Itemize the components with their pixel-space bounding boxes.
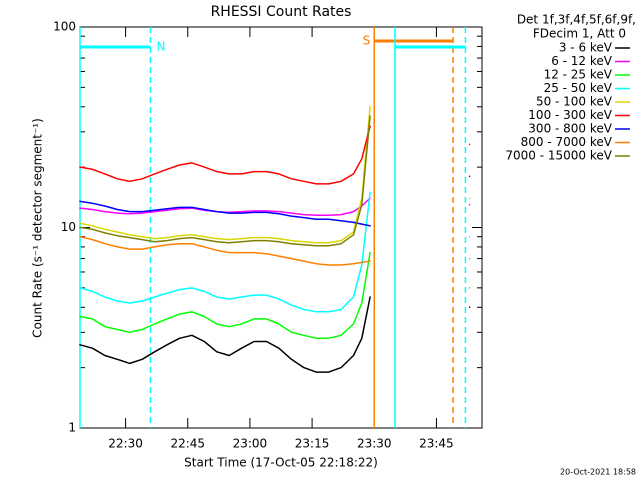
- x-tick-label: 23:00: [233, 437, 268, 451]
- legend-label: 3 - 6 keV: [559, 41, 613, 55]
- footer: 20-Oct-2021 18:58: [560, 468, 636, 477]
- series-line: [79, 106, 471, 244]
- series-line: [79, 296, 471, 373]
- x-tick-label: 22:30: [108, 437, 143, 451]
- plot-frame: [79, 26, 483, 429]
- legend-title: FDecim 1, Att 0: [533, 27, 626, 41]
- legend-label: 50 - 100 keV: [536, 95, 613, 109]
- y-tick-label: 100: [53, 20, 76, 34]
- series-line: [79, 115, 471, 247]
- y-tick-label: 1: [68, 421, 76, 435]
- marker-label: S: [363, 34, 371, 48]
- legend-title: Det 1f,3f,4f,5f,6f,9f,: [517, 13, 636, 27]
- x-tick-label: 23:30: [357, 437, 392, 451]
- legend-label: 25 - 50 keV: [544, 81, 613, 95]
- series-line: [79, 191, 471, 313]
- marker-label: N: [156, 40, 165, 54]
- chart-title: RHESSI Count Rates: [211, 4, 352, 20]
- series-line: [79, 125, 471, 185]
- legend-label: 7000 - 15000 keV: [505, 149, 612, 163]
- x-tick-label: 23:15: [295, 437, 330, 451]
- legend-label: 100 - 300 keV: [528, 108, 612, 122]
- series-line: [79, 175, 471, 227]
- y-axis-label: Count Rate (s⁻¹ detector segment⁻¹): [31, 118, 45, 338]
- legend-label: 300 - 800 keV: [528, 122, 612, 136]
- series-line: [79, 235, 471, 266]
- legend-label: 800 - 7000 keV: [521, 135, 613, 149]
- legend-label: 6 - 12 keV: [551, 54, 613, 68]
- x-tick-label: 23:45: [419, 437, 454, 451]
- x-tick-label: 22:45: [170, 437, 205, 451]
- y-tick-label: 10: [61, 220, 76, 234]
- legend-label: 12 - 25 keV: [544, 68, 613, 82]
- x-axis-label: Start Time (17-Oct-05 22:18:22): [184, 456, 378, 470]
- series-line: [79, 251, 471, 340]
